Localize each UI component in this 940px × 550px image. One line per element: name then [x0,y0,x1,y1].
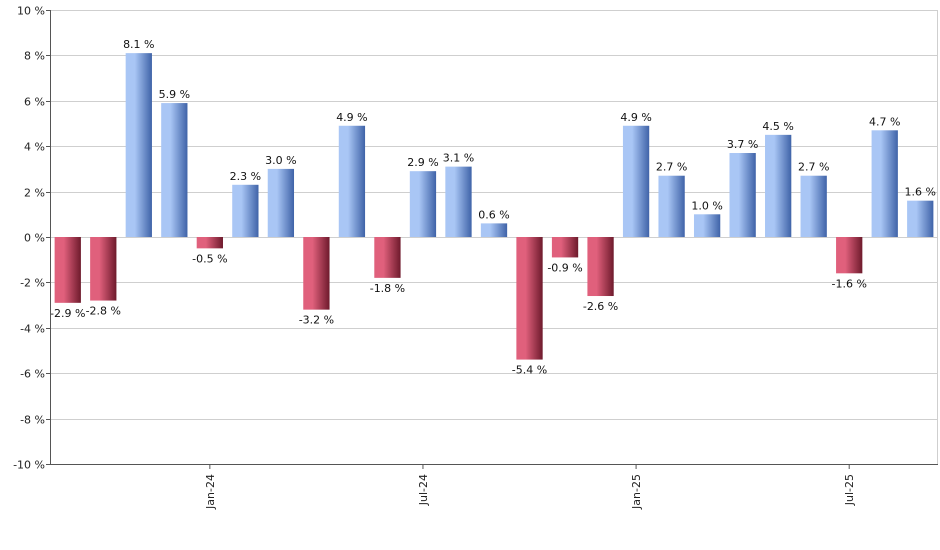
bar [338,125,366,237]
bar-value-label: 4.9 % [336,111,367,124]
y-tick-label: 2 % [24,187,45,200]
bar-value-label: -2.8 % [86,305,121,318]
y-tick-label: -4 % [20,323,45,336]
x-tick-label: Jan-24 [204,474,217,510]
bar-value-label: 2.9 % [407,156,438,169]
y-tick-label: 4 % [24,141,45,154]
gridlines [50,10,938,465]
bar [658,175,685,237]
y-tick-label: 6 % [24,96,45,109]
bar-value-label: -5.4 % [512,364,547,377]
bar [587,237,614,297]
bar-value-label: 4.5 % [762,120,793,133]
bar-value-label: 1.6 % [905,186,936,199]
bar-value-label: 2.7 % [798,161,829,174]
bar [409,171,437,237]
y-tick-label: -2 % [20,277,45,290]
bar-value-label: 1.0 % [691,199,722,212]
axes [50,10,938,465]
y-tick-label: 8 % [24,50,45,63]
bar-value-label: -2.6 % [583,300,618,313]
bar-value-label: 5.9 % [159,88,190,101]
x-tick-label: Jul-24 [417,474,430,506]
bar [693,214,721,237]
bar-value-label: 3.1 % [443,152,474,165]
x-tick-label: Jan-25 [630,474,643,510]
y-tick-label: -10 % [13,459,45,472]
bars [54,53,934,360]
bar-value-label: 3.0 % [265,154,296,167]
bar-value-label: -3.2 % [299,314,334,327]
bar [232,184,259,237]
bar [54,237,81,303]
bar-value-label: -1.8 % [370,282,405,295]
bar [551,237,579,258]
bar-value-labels: -2.9 % -2.8 % 8.1 % 5.9 % -0.5 % 2.3 % 3.0 % -3… [50,38,936,376]
bar [871,130,898,237]
x-axis-tick-labels: Jan-24 Jul-24 Jan-25 Jul-25 [204,464,856,510]
bar [622,125,650,237]
bar-value-label: -2.9 % [50,307,85,320]
bar [267,168,295,237]
bar-value-label: 0.6 % [478,208,509,221]
bar-value-label: -0.9 % [547,261,582,274]
bar [765,134,792,237]
bar [480,223,508,237]
bar [125,53,152,237]
x-tick-label: Jul-25 [843,474,856,506]
y-tick-label: 0 % [24,232,45,245]
bar [516,237,543,360]
bar [445,166,472,237]
bar-value-label: 4.9 % [620,111,651,124]
bar-value-label: 2.3 % [230,170,261,183]
bar [836,237,863,274]
bar-value-label: 3.7 % [727,138,758,151]
bar [303,237,330,310]
y-tick-label: 10 % [17,5,45,18]
bar [161,103,188,237]
bar [800,175,827,237]
y-tick-label: -6 % [20,368,45,381]
bar-value-label: 2.7 % [656,161,687,174]
y-axis-tick-labels: -10 % -8 % -6 % -4 % -2 % 0 % 2 % 4 % 6 % 8 % 10 % [13,5,50,472]
bar [374,237,401,278]
bar-value-label: -1.6 % [831,277,866,290]
bar-value-label: -0.5 % [192,252,227,265]
bar-value-label: 4.7 % [869,115,900,128]
bar-value-label: 8.1 % [123,38,154,51]
bar [196,237,223,249]
bar [729,153,756,237]
bar [90,237,117,301]
bar [907,200,934,237]
y-tick-label: -8 % [20,414,45,427]
